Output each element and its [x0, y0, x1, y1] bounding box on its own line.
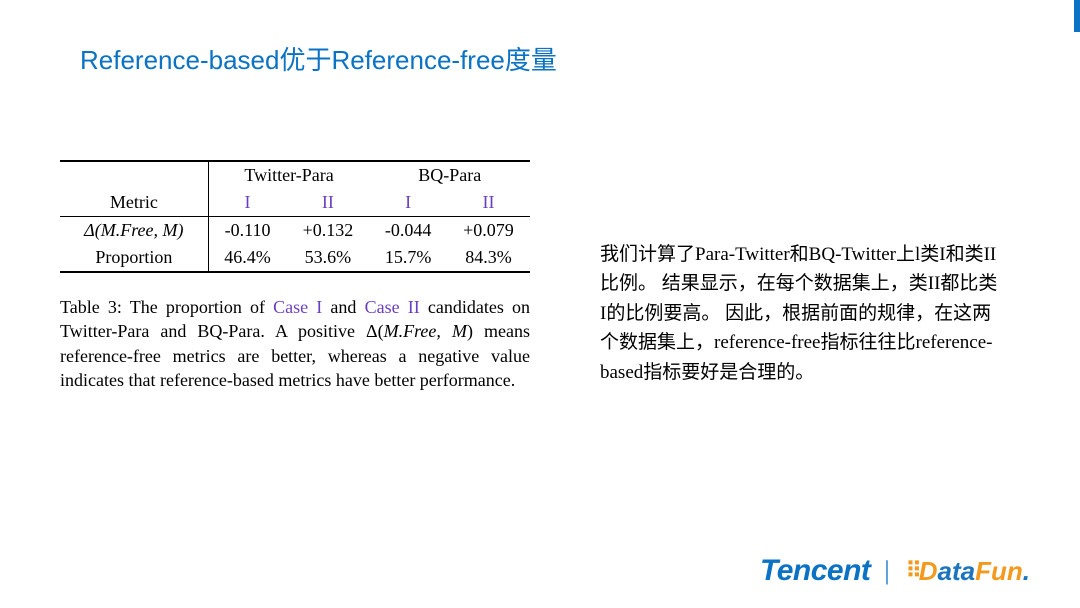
datafun-fun: Fun	[975, 556, 1023, 587]
caption-case1: Case I	[273, 297, 322, 317]
group-header-twitter: Twitter-Para	[208, 161, 369, 189]
cell: 15.7%	[369, 244, 447, 272]
table-sub-header-row: Metric I II I II	[60, 189, 530, 217]
caption-case2: Case II	[365, 297, 420, 317]
right-column: 我们计算了Para-Twitter和BQ-Twitter上l类I和类II比例。 …	[600, 160, 1000, 392]
table-caption: Table 3: The proportion of Case I and Ca…	[60, 295, 530, 392]
cell: 46.4%	[208, 244, 286, 272]
subhead-I-2: I	[369, 189, 447, 217]
results-table: Twitter-Para BQ-Para Metric I II I II Δ(…	[60, 160, 530, 273]
cell: +0.132	[286, 217, 369, 245]
slide-title: Reference-based优于Reference-free度量	[80, 40, 557, 77]
metric-header: Metric	[60, 189, 208, 217]
datafun-ata: ata	[938, 556, 976, 587]
subhead-II-1: II	[286, 189, 369, 217]
description-text: 我们计算了Para-Twitter和BQ-Twitter上l类I和类II比例。 …	[600, 240, 1000, 387]
table-row: Proportion 46.4% 53.6% 15.7% 84.3%	[60, 244, 530, 272]
row1-label: Δ(M.Free, M)	[60, 217, 208, 245]
datafun-period: .	[1023, 556, 1030, 587]
table-row: Δ(M.Free, M) -0.110 +0.132 -0.044 +0.079	[60, 217, 530, 245]
row2-label: Proportion	[60, 244, 208, 272]
footer: Tencent | ⠿DataFun.	[760, 554, 1030, 588]
footer-separator: |	[884, 556, 889, 586]
cell: 84.3%	[447, 244, 530, 272]
caption-mfree: M.Free, M	[384, 321, 467, 341]
left-column: Twitter-Para BQ-Para Metric I II I II Δ(…	[60, 160, 530, 392]
dots-icon: ⠿	[906, 558, 918, 584]
cell: +0.079	[447, 217, 530, 245]
subhead-I-1: I	[208, 189, 286, 217]
cell: 53.6%	[286, 244, 369, 272]
cell: -0.110	[208, 217, 286, 245]
content-area: Twitter-Para BQ-Para Metric I II I II Δ(…	[60, 160, 1020, 392]
datafun-d: D	[919, 556, 938, 587]
group-header-bq: BQ-Para	[369, 161, 530, 189]
caption-text: and	[322, 297, 364, 317]
accent-bar	[1074, 0, 1080, 32]
tencent-logo: Tencent	[760, 554, 870, 588]
caption-text: Table 3: The proportion of	[60, 297, 273, 317]
table-group-header-row: Twitter-Para BQ-Para	[60, 161, 530, 189]
cell: -0.044	[369, 217, 447, 245]
subhead-II-2: II	[447, 189, 530, 217]
datafun-logo: ⠿DataFun.	[904, 556, 1030, 587]
